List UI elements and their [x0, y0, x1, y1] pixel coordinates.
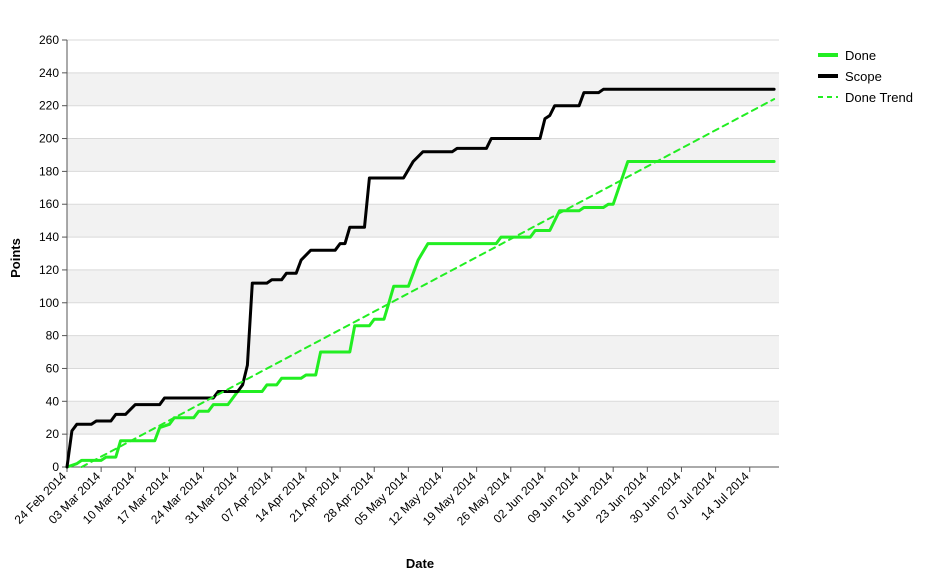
grid-band	[67, 138, 779, 172]
y-tick-label: 40	[46, 394, 60, 408]
legend-label-done: Done	[845, 48, 876, 63]
legend-label-done-trend: Done Trend	[845, 90, 913, 105]
x-axis-title: Date	[406, 556, 434, 571]
series-lines	[65, 87, 776, 469]
series-line-done-trend	[80, 98, 776, 468]
grid-band	[67, 204, 779, 238]
y-tick-label: 80	[46, 329, 60, 343]
y-tick-label: 200	[39, 132, 59, 146]
series-line-done	[65, 160, 776, 469]
y-tick-label: 140	[39, 230, 59, 244]
y-tick-label: 240	[39, 66, 59, 80]
grid-band	[67, 335, 779, 369]
y-axis-title: Points	[8, 238, 23, 278]
y-axis-ticks: 0 20 40 60 80 100 120 140 160 180 200 220 240 260	[39, 33, 67, 474]
y-tick-label: 260	[39, 33, 59, 47]
y-tick-label: 100	[39, 296, 59, 310]
y-tick-label: 60	[46, 361, 60, 375]
y-tick-label: 120	[39, 263, 59, 277]
legend-label-scope: Scope	[845, 69, 882, 84]
y-tick-label: 160	[39, 197, 59, 211]
y-tick-label: 220	[39, 99, 59, 113]
series-line-scope	[65, 87, 776, 469]
axes	[66, 40, 779, 468]
y-tick-label: 20	[46, 427, 60, 441]
y-tick-label: 180	[39, 164, 59, 178]
y-tick-label: 0	[52, 460, 59, 474]
legend: Done Scope Done Trend	[818, 48, 913, 105]
